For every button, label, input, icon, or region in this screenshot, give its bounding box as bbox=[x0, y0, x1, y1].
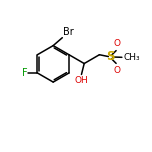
Text: OH: OH bbox=[74, 76, 88, 85]
Text: S: S bbox=[106, 50, 115, 64]
Text: O: O bbox=[113, 39, 120, 48]
Text: Br: Br bbox=[63, 27, 74, 37]
Text: CH₃: CH₃ bbox=[123, 53, 140, 62]
Text: F: F bbox=[22, 68, 27, 78]
Text: O: O bbox=[113, 66, 120, 75]
